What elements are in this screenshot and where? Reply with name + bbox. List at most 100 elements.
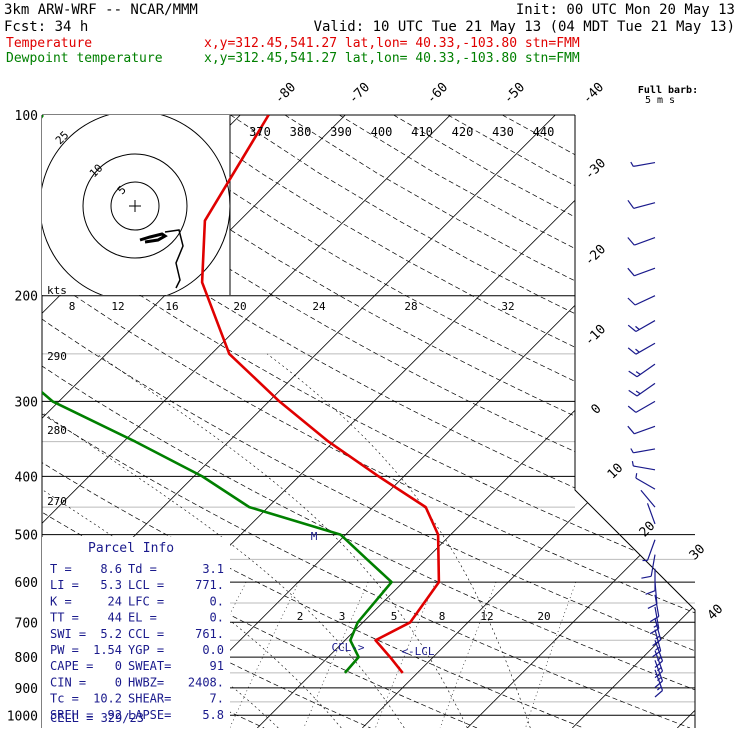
parcel-value: 1.54 xyxy=(93,643,122,657)
moist-adiabat xyxy=(96,353,468,728)
parcel-value: 92 xyxy=(108,708,122,722)
barb-staff xyxy=(636,363,656,378)
isotherm xyxy=(0,115,30,728)
barb-flag xyxy=(627,237,635,246)
parcel-value: 0.0 xyxy=(202,643,224,657)
parcel-key: LI = xyxy=(50,578,79,592)
dewpoint-legend: Dewpoint temperature xyxy=(6,51,163,66)
dry-adiabat xyxy=(121,115,695,728)
isotherm-label: -60 xyxy=(424,80,451,107)
wind-barb xyxy=(627,400,656,413)
wind-barb xyxy=(630,448,656,454)
parcel-value: 0 xyxy=(115,659,122,673)
barb-flag xyxy=(654,680,663,688)
pressure-label: 700 xyxy=(15,616,38,631)
barb-staff xyxy=(633,448,656,454)
parcel-value: 7. xyxy=(210,692,224,706)
parcel-key: EL = xyxy=(128,611,157,625)
barb-staff xyxy=(635,400,656,413)
barb-flag xyxy=(635,348,640,353)
barb-flag xyxy=(627,267,635,277)
wind-barb xyxy=(628,363,656,378)
dry-adiabat xyxy=(447,115,695,728)
barb-staff xyxy=(633,161,656,167)
lcl-label: <-LCL xyxy=(401,645,434,658)
isotherm-label: 40 xyxy=(705,602,727,624)
parcel-value: 10.2 xyxy=(93,692,122,706)
parcel-value: 8.6 xyxy=(100,562,122,576)
parcel-value: 5.2 xyxy=(100,627,122,641)
isotherm-label: -10 xyxy=(582,322,609,349)
parcel-key: Tc = xyxy=(50,692,79,706)
parcel-key: PW = xyxy=(50,643,79,657)
parcel-key: SHEAR= xyxy=(128,692,171,706)
lfc-marker: M xyxy=(311,530,318,543)
barb-staff xyxy=(646,503,656,525)
mixing-ratio-label: 12 xyxy=(480,610,493,623)
mixing-ratio-label: 2 xyxy=(297,610,304,623)
parcel-key: K = xyxy=(50,594,72,608)
barb-staff xyxy=(634,425,656,435)
hodograph-trace xyxy=(139,232,168,244)
mixing-ratio-label: 5 xyxy=(391,610,398,623)
parcel-key: LAPSE= xyxy=(128,708,171,722)
forecast-hour: Fcst: 34 h xyxy=(4,19,88,35)
barb-flag xyxy=(645,590,656,595)
barb-staff xyxy=(654,582,658,605)
parcel-value: 24 xyxy=(108,594,122,608)
wind-barbs xyxy=(627,161,664,698)
barb-staff xyxy=(646,539,656,561)
wind-barb xyxy=(627,267,656,277)
barb-flag xyxy=(635,325,640,331)
init-time: Init: 00 UTC Mon 20 May 13 xyxy=(516,2,735,18)
parcel-cell: CELL = 329/23 xyxy=(50,711,144,725)
plot-border xyxy=(574,115,696,728)
wind-barb xyxy=(641,554,656,579)
hodograph-frame xyxy=(42,115,230,295)
theta-label: 420 xyxy=(452,125,474,139)
hodo-speed-label: 12 xyxy=(111,300,124,313)
temperature-legend: Temperature xyxy=(6,36,92,51)
barb-flag xyxy=(631,460,634,467)
wind-barb xyxy=(635,473,656,490)
barb-flag xyxy=(654,660,663,668)
isotherm-label: -80 xyxy=(272,80,299,107)
parcel-key: HWBZ= xyxy=(128,675,164,689)
isotherm-label: 20 xyxy=(637,519,659,541)
isotherm-label: -70 xyxy=(346,80,373,107)
barb-flag xyxy=(641,575,652,579)
hodo-speed-label: 8 xyxy=(69,300,76,313)
barb-flag xyxy=(647,603,658,609)
ccl-label: CCL-> xyxy=(331,641,364,654)
parcel-key: T = xyxy=(50,562,72,576)
barb-flag xyxy=(627,425,635,435)
parcel-key: YGP = xyxy=(128,643,164,657)
barb-staff xyxy=(635,320,656,333)
barb-flag xyxy=(627,297,636,306)
theta-label: 410 xyxy=(411,125,433,139)
pressure-label: 900 xyxy=(15,682,38,697)
pressure-label: 500 xyxy=(15,529,38,544)
parcel-value: 91 xyxy=(210,659,224,673)
theta-label: 380 xyxy=(290,125,312,139)
hodo-speed-label: 20 xyxy=(233,300,246,313)
theta-label: 370 xyxy=(249,125,271,139)
wind-barb xyxy=(627,320,656,333)
barb-flag xyxy=(635,371,641,375)
wind-barb xyxy=(627,342,656,355)
barb-flag xyxy=(627,347,637,355)
theta-label: 390 xyxy=(330,125,352,139)
parcel-key: SWEAT= xyxy=(128,659,171,673)
dry-adiabat xyxy=(42,115,478,728)
wind-barb xyxy=(627,425,656,435)
wind-barb xyxy=(628,382,656,397)
mixing-ratio-label: 3 xyxy=(339,610,346,623)
barb-staff xyxy=(634,295,656,306)
dry-adiabat xyxy=(339,115,695,728)
isotherm xyxy=(572,115,695,728)
wind-barb xyxy=(627,236,656,246)
parcel-value: 3.1 xyxy=(202,562,224,576)
barb-staff xyxy=(633,465,656,471)
hodo-speed-unit: kts xyxy=(47,284,67,297)
